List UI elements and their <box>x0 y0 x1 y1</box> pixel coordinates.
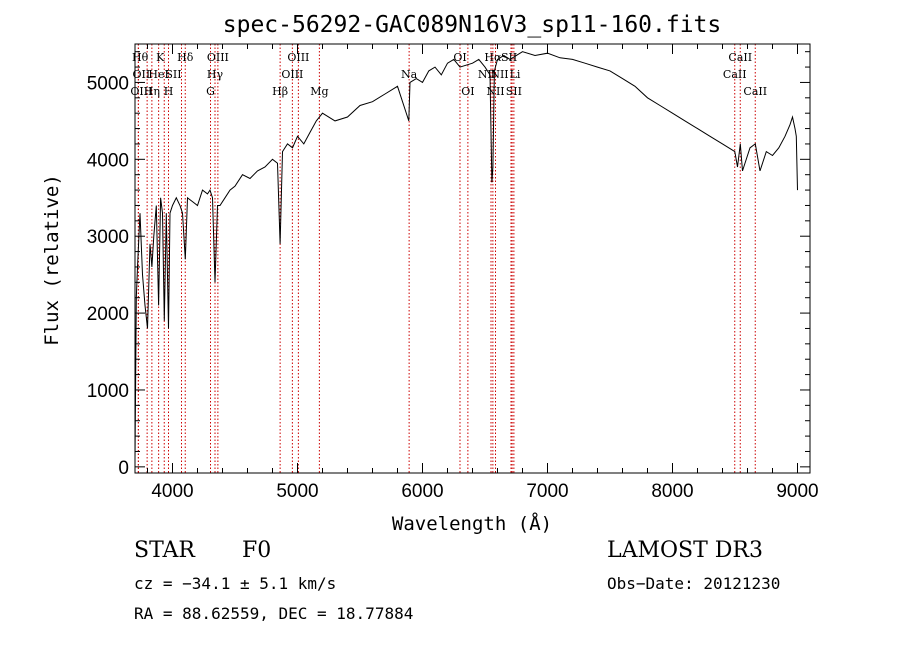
line-label-24: Mg <box>310 85 328 98</box>
line-label-20: Hη <box>144 85 160 98</box>
y-tick-label: 5000 <box>87 73 129 94</box>
spectrum-series <box>134 51 798 460</box>
line-label-22: G <box>206 85 215 98</box>
x-tick-label: 9000 <box>776 481 818 502</box>
coordinates: RA = 88.62559, DEC = 18.77884 <box>134 604 414 623</box>
line-label-0: Hθ <box>132 51 149 64</box>
object-subclass: F0 <box>242 538 272 563</box>
x-tick-label: 7000 <box>526 481 568 502</box>
line-label-10: HeI <box>148 68 168 81</box>
line-label-15: NII <box>478 68 496 81</box>
x-tick-label: 5000 <box>276 481 318 502</box>
line-label-12: Hγ <box>207 68 224 81</box>
line-label-19: OIII <box>130 85 152 98</box>
line-label-27: SII <box>506 85 522 98</box>
y-tick-label: 4000 <box>87 150 129 171</box>
y-tick-label: 1000 <box>87 381 129 402</box>
line-label-2: Hδ <box>177 51 194 64</box>
y-tick-label: 0 <box>118 458 129 479</box>
x-axis-title: Wavelength (Å) <box>392 512 552 535</box>
line-label-7: SII <box>501 51 517 64</box>
line-label-14: Na <box>401 68 418 81</box>
line-label-5: OI <box>453 51 466 64</box>
line-label-1: K <box>156 51 165 64</box>
chart-title: spec-56292-GAC089N16V3_sp11-160.fits <box>223 12 722 38</box>
observation-date: Obs−Date: 20121230 <box>607 574 781 593</box>
y-tick-label: 3000 <box>87 227 129 248</box>
y-tick-label: 2000 <box>87 304 129 325</box>
line-label-23: Hβ <box>272 85 288 98</box>
line-label-18: CaII <box>723 68 747 81</box>
object-class: STAR <box>134 538 195 563</box>
line-label-28: CaII <box>743 85 767 98</box>
y-axis-title: Flux (relative) <box>41 174 63 346</box>
survey-name: LAMOST DR3 <box>607 538 763 563</box>
line-label-13: OIII <box>281 68 303 81</box>
y-tick-labels: 0 1000 2000 3000 4000 5000 <box>87 73 129 478</box>
x-tick-labels: 4000 5000 6000 7000 8000 9000 <box>151 481 818 502</box>
line-label-8: CaII <box>728 51 752 64</box>
axis-ticks <box>135 44 810 473</box>
line-label-6: Hα <box>484 51 502 64</box>
line-label-25: OI <box>461 85 474 98</box>
emission-line-markers <box>137 44 756 473</box>
plot-frame <box>134 43 811 474</box>
line-label-3: OIII <box>207 51 229 64</box>
line-label-26: NII <box>486 85 504 98</box>
line-label-11: SII <box>165 68 181 81</box>
x-tick-label: 8000 <box>651 481 693 502</box>
line-label-21: H <box>164 85 174 98</box>
line-label-16: NII <box>490 68 508 81</box>
x-tick-label: 6000 <box>401 481 443 502</box>
line-label-4: OIII <box>287 51 309 64</box>
x-tick-label: 4000 <box>151 481 193 502</box>
redshift-cz: cz = −34.1 ± 5.1 km/s <box>134 574 337 593</box>
line-label-17: Li <box>510 68 521 81</box>
line-label-9: OII <box>133 68 151 81</box>
